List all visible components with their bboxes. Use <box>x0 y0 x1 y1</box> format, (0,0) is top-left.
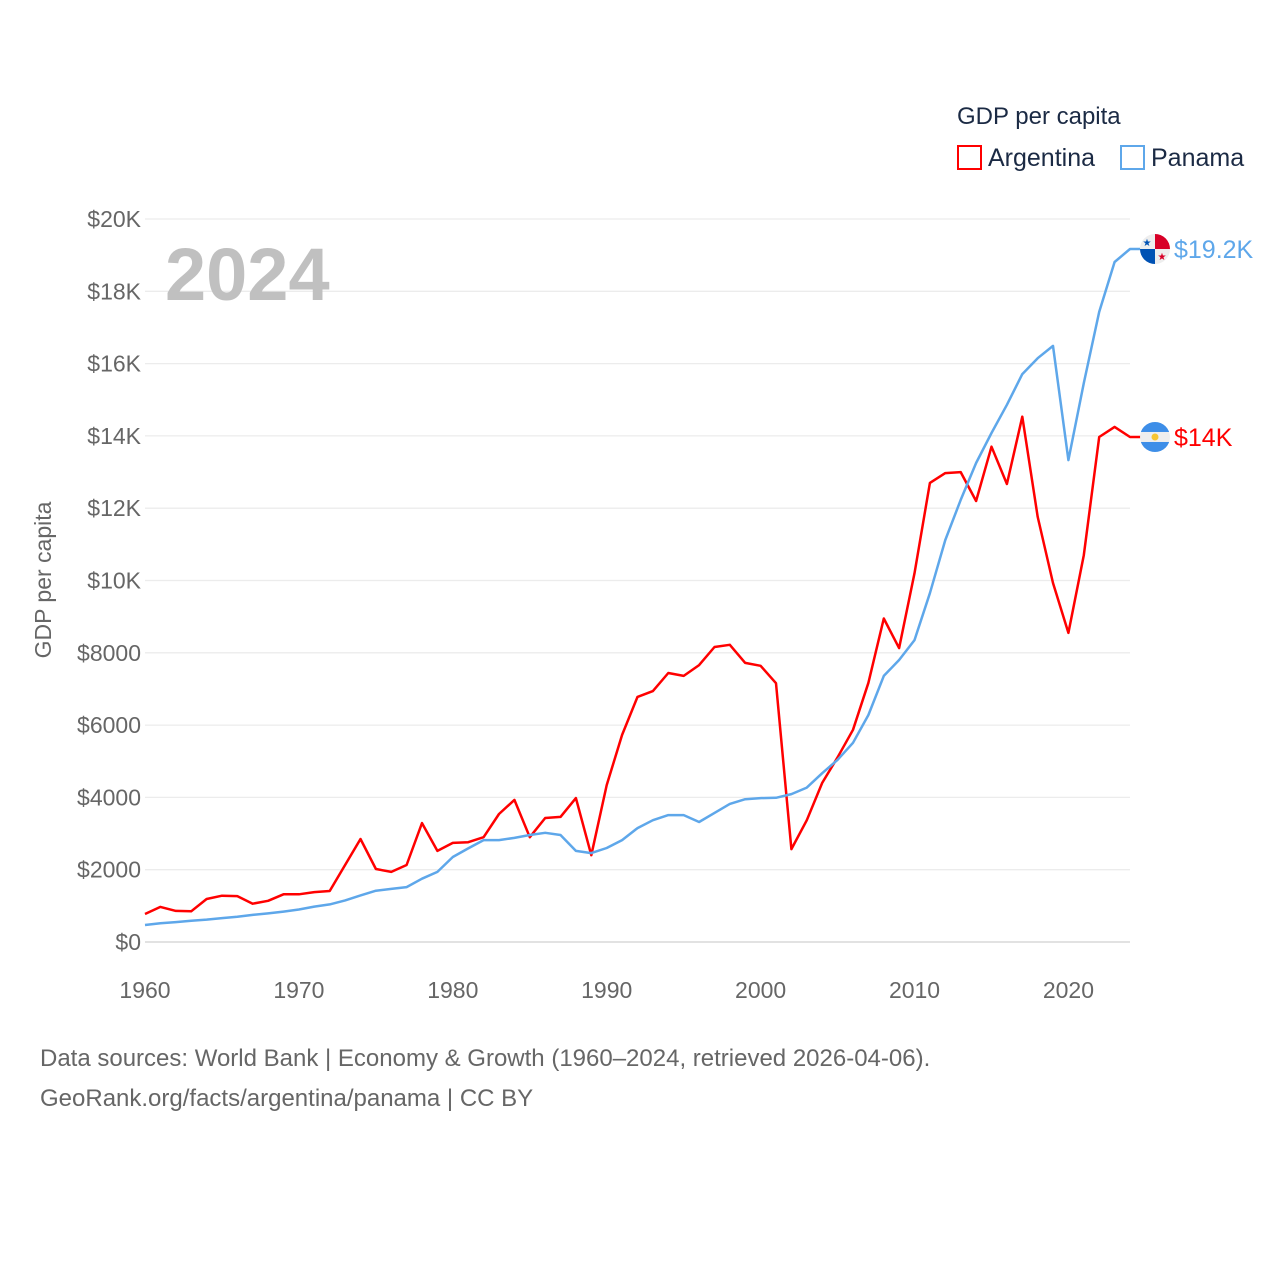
y-tick-label: $0 <box>115 929 141 955</box>
legend-label-argentina: Argentina <box>988 144 1095 172</box>
source-link[interactable]: GeoRank.org/facts/argentina/panama | CC … <box>40 1085 534 1112</box>
y-tick-label: $14K <box>87 423 141 449</box>
series-lines <box>144 247 1142 927</box>
series-line-panama <box>144 247 1142 927</box>
legend-item-panama[interactable]: Panama <box>1120 144 1244 172</box>
panama-flag-icon: ★★ <box>1140 234 1170 265</box>
y-axis-label: GDP per capita <box>30 501 56 658</box>
y-tick-label: $4000 <box>77 784 141 810</box>
flag-star: ★ <box>1158 252 1167 263</box>
y-axis-ticks: $0 $2000 $4000 $6000 $8000 $10K $12K $14K $16K $1… <box>77 206 142 955</box>
y-tick-label: $20K <box>87 206 141 232</box>
legend-item-argentina[interactable]: Argentina <box>957 144 1095 172</box>
source-note: Data sources: World Bank | Economy & Gro… <box>40 1045 931 1072</box>
legend-swatch-panama <box>1120 145 1145 170</box>
y-tick-label: $8000 <box>77 640 141 666</box>
y-tick-label: $6000 <box>77 712 141 738</box>
series-end-labels: $14K★★ $19.2K <box>1140 234 1254 452</box>
flag-stripe <box>1140 421 1170 432</box>
y-tick-label: $18K <box>87 278 141 304</box>
flag-body <box>1140 421 1170 452</box>
end-value-label: $19.2K <box>1174 236 1254 264</box>
series-line-argentina <box>144 415 1142 916</box>
flag-star: ★ <box>1143 238 1152 249</box>
flag-quarter <box>1155 234 1170 250</box>
x-tick-label: 2010 <box>889 977 940 1003</box>
x-tick-label: 1960 <box>119 977 170 1003</box>
flag-body: ★★ <box>1140 234 1170 265</box>
legend-title: GDP per capita <box>957 103 1121 130</box>
flag-sun <box>1151 433 1159 441</box>
x-tick-label: 1970 <box>273 977 324 1003</box>
x-tick-label: 2000 <box>735 977 786 1003</box>
x-axis-ticks: 1960 1970 1980 1990 2000 2010 2020 <box>119 977 1094 1003</box>
gridlines <box>145 218 1130 943</box>
end-value-label: $14K <box>1174 424 1233 452</box>
x-tick-label: 1980 <box>427 977 478 1003</box>
year-label: 2024 <box>165 233 330 316</box>
y-tick-label: $16K <box>87 351 141 377</box>
y-tick-label: $10K <box>87 568 141 594</box>
flag-quarter <box>1140 249 1155 265</box>
legend-label-panama: Panama <box>1151 144 1244 172</box>
x-tick-label: 1990 <box>581 977 632 1003</box>
flag-stripe <box>1140 441 1170 452</box>
y-tick-label: $12K <box>87 495 141 521</box>
argentina-flag-icon <box>1140 421 1170 452</box>
legend-swatch-argentina <box>957 145 982 170</box>
x-tick-label: 2020 <box>1043 977 1094 1003</box>
y-tick-label: $2000 <box>77 857 141 883</box>
